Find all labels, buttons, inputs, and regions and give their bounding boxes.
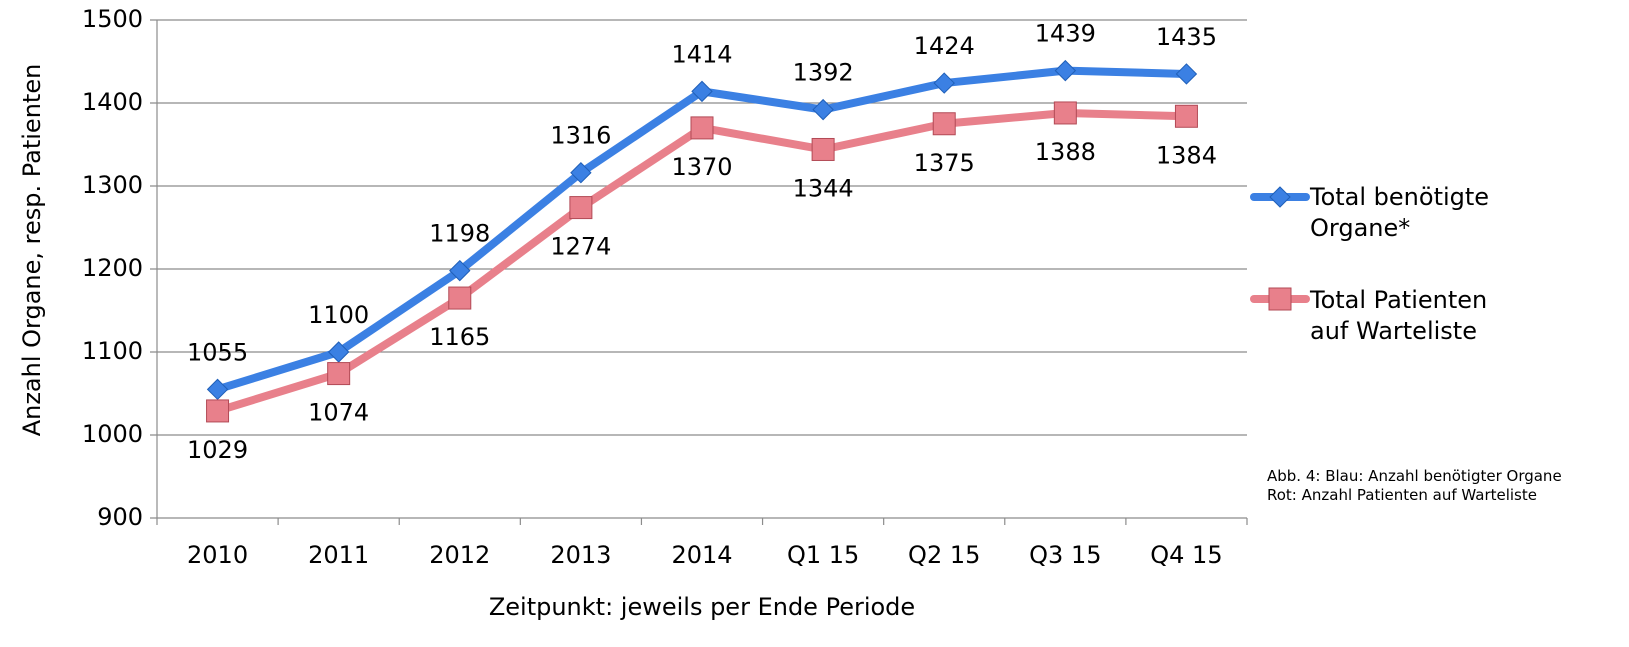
data-label: 1375 bbox=[914, 149, 975, 177]
point bbox=[449, 259, 471, 282]
x-tick-label: 2012 bbox=[429, 541, 490, 569]
x-tick-label: 2010 bbox=[187, 541, 248, 569]
annotation-line: Rot: Anzahl Patienten auf Warteliste bbox=[1267, 486, 1537, 504]
x-axis-label: Zeitpunkt: jeweils per Ende Periode bbox=[489, 593, 915, 621]
y-axis-label: Anzahl Organe, resp. Patienten bbox=[18, 64, 46, 437]
point bbox=[811, 137, 835, 161]
point bbox=[569, 196, 593, 220]
data-label: 1100 bbox=[308, 301, 369, 329]
point bbox=[448, 286, 472, 310]
x-tick-label: 2011 bbox=[308, 541, 369, 569]
point bbox=[327, 341, 350, 363]
data-label: 1074 bbox=[308, 399, 369, 427]
data-label: 1414 bbox=[671, 40, 732, 68]
data-label: 1439 bbox=[1035, 20, 1096, 48]
y-tick-label: 1400 bbox=[82, 88, 143, 116]
y-tick-label: 1000 bbox=[82, 420, 143, 448]
point bbox=[1053, 101, 1077, 125]
point bbox=[691, 80, 713, 103]
data-label: 1388 bbox=[1035, 138, 1096, 166]
data-label: 1316 bbox=[550, 122, 611, 150]
point bbox=[932, 112, 956, 136]
point bbox=[570, 162, 592, 184]
x-tick-label: Q4 15 bbox=[1150, 541, 1222, 569]
annotation: Abb. 4: Blau: Anzahl benötigter Organe R… bbox=[1267, 467, 1562, 505]
data-label: 1435 bbox=[1156, 23, 1217, 51]
legend-marker bbox=[1268, 287, 1292, 311]
data-label: 1029 bbox=[187, 436, 248, 464]
y-tick-label: 1500 bbox=[82, 5, 143, 33]
point bbox=[1174, 104, 1198, 128]
point bbox=[690, 116, 714, 140]
data-label: 1198 bbox=[429, 220, 490, 248]
y-tick-label: 900 bbox=[97, 503, 143, 531]
legend-label: Total Patienten auf Warteliste bbox=[1310, 286, 1488, 345]
data-label: 1274 bbox=[550, 233, 611, 261]
point bbox=[1054, 59, 1077, 82]
x-tick-label: Q3 15 bbox=[1029, 541, 1101, 569]
data-label: 1055 bbox=[187, 338, 248, 366]
legend-label: Total benötigte Organe* bbox=[1310, 183, 1490, 242]
y-tick-label: 1200 bbox=[82, 254, 143, 282]
data-label: 1392 bbox=[793, 59, 854, 87]
x-tick-label: Q2 15 bbox=[908, 541, 980, 569]
data-label: 1370 bbox=[671, 153, 732, 181]
data-label: 1384 bbox=[1156, 141, 1217, 169]
data-label: 1344 bbox=[793, 174, 854, 202]
y-tick-label: 1300 bbox=[82, 171, 143, 199]
point bbox=[206, 399, 230, 423]
point bbox=[206, 378, 229, 401]
legend-marker bbox=[1269, 186, 1291, 208]
point bbox=[1175, 63, 1198, 85]
y-tick-label: 1100 bbox=[82, 337, 143, 365]
x-tick-label: 2013 bbox=[550, 541, 611, 569]
annotation-line: Abb. 4: Blau: Anzahl benötigter Organe bbox=[1267, 467, 1562, 485]
x-tick-label: Q1 15 bbox=[787, 541, 859, 569]
x-tick-label: 2014 bbox=[671, 541, 732, 569]
data-label: 1424 bbox=[914, 32, 975, 60]
point bbox=[327, 362, 351, 386]
point bbox=[933, 72, 955, 94]
point bbox=[812, 98, 834, 121]
data-label: 1165 bbox=[429, 323, 490, 351]
